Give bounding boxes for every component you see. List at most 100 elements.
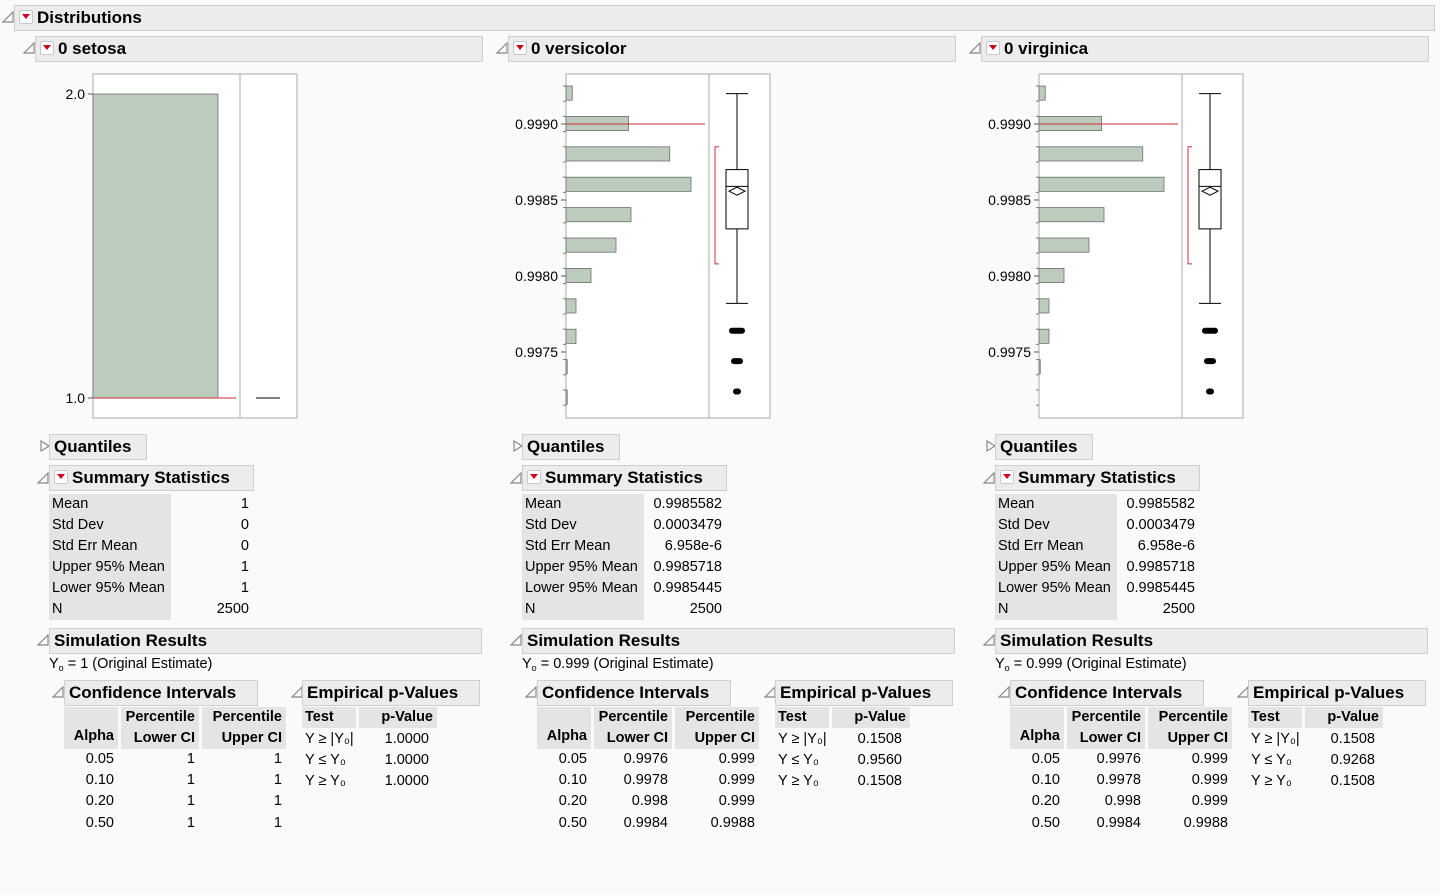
ci-lower: 1 — [186, 815, 195, 831]
ci-header-alpha: Alpha — [1010, 707, 1064, 749]
panel-title-header[interactable]: 0 setosa — [35, 36, 483, 62]
expand-triangle-icon[interactable] — [39, 440, 51, 452]
confidence-intervals-table: Alpha Percentile Lower CI Percentile Upper… — [64, 707, 286, 837]
axis-tick-label: 0.9975 — [988, 344, 1031, 360]
collapse-triangle-icon[interactable] — [983, 634, 995, 646]
stat-label: Std Err Mean — [995, 536, 1117, 557]
boxplot-mean-diamond — [1200, 186, 1220, 196]
ci-lower: 0.9976 — [1096, 751, 1141, 767]
collapse-triangle-icon[interactable] — [998, 686, 1010, 698]
red-triangle-menu-icon[interactable] — [54, 470, 68, 484]
summary-row: N 2500 — [49, 599, 249, 620]
collapse-triangle-icon[interactable] — [969, 42, 981, 54]
confidence-intervals-header[interactable]: Confidence Intervals — [64, 680, 258, 706]
pv-header-test: Test — [302, 707, 356, 728]
collapse-triangle-icon[interactable] — [52, 686, 64, 698]
confidence-intervals-header[interactable]: Confidence Intervals — [1010, 680, 1204, 706]
summary-statistics-header[interactable]: Summary Statistics — [995, 465, 1200, 491]
collapse-triangle-icon[interactable] — [510, 472, 522, 484]
empirical-p-values-header[interactable]: Empirical p-Values — [1248, 680, 1426, 706]
ci-lower: 0.9976 — [623, 751, 668, 767]
ci-lower: 1 — [186, 772, 195, 788]
collapse-triangle-icon[interactable] — [510, 634, 522, 646]
y0-subscript: o — [58, 663, 64, 673]
stat-label: Upper 95% Mean — [49, 557, 171, 578]
red-triangle-menu-icon[interactable] — [986, 41, 1000, 55]
simulation-results-header[interactable]: Simulation Results — [522, 628, 955, 654]
pv-test: Y ≤ Y₀ — [778, 752, 819, 768]
original-estimate-value: = 1 (Original Estimate) — [63, 656, 213, 672]
empirical-p-values-header[interactable]: Empirical p-Values — [302, 680, 480, 706]
confidence-intervals-label: Confidence Intervals — [69, 683, 237, 702]
collapse-triangle-icon[interactable] — [37, 472, 49, 484]
panel-title-header[interactable]: 0 virginica — [981, 36, 1429, 62]
panel-title-header[interactable]: 0 versicolor — [508, 36, 956, 62]
quantiles-label: Quantiles — [1000, 437, 1078, 456]
red-triangle-menu-icon[interactable] — [1000, 470, 1014, 484]
histogram-boxplot-chart: 0.9990 0.9985 0.9980 0.9975 — [988, 73, 1244, 419]
collapse-triangle-icon[interactable] — [37, 634, 49, 646]
distributions-title: Distributions — [37, 8, 142, 27]
summary-row: Mean 0.9985582 — [995, 494, 1195, 515]
summary-row: Std Dev 0.0003479 — [522, 515, 722, 536]
confidence-intervals-header[interactable]: Confidence Intervals — [537, 680, 731, 706]
summary-row: Upper 95% Mean 0.9985718 — [995, 557, 1195, 578]
boxplot-box — [725, 169, 749, 230]
ci-header-lower: Percentile Lower CI — [594, 707, 672, 749]
stat-value: 0.9985718 — [653, 559, 722, 575]
outlier-point — [1204, 358, 1216, 365]
distributions-header[interactable]: Distributions — [14, 5, 1435, 31]
stat-label: Std Err Mean — [522, 536, 644, 557]
expand-triangle-icon[interactable] — [512, 440, 524, 452]
stat-label: N — [49, 599, 171, 620]
pv-test: Y ≥ |Y₀| — [305, 731, 354, 747]
axis-tick-label: 0.9980 — [515, 268, 558, 284]
histogram-bar — [1038, 207, 1105, 223]
collapse-triangle-icon[interactable] — [23, 42, 35, 54]
red-triangle-menu-icon[interactable] — [40, 41, 54, 55]
quantiles-label: Quantiles — [527, 437, 605, 456]
summary-row: N 2500 — [522, 599, 722, 620]
simulation-results-header[interactable]: Simulation Results — [49, 628, 482, 654]
stat-value: 2500 — [689, 601, 722, 617]
histogram-bar — [565, 359, 568, 375]
simulation-results-header[interactable]: Simulation Results — [995, 628, 1428, 654]
red-triangle-menu-icon[interactable] — [513, 41, 527, 55]
stat-value: 0.9985582 — [653, 496, 722, 512]
pv-value: 0.1508 — [857, 731, 902, 747]
stat-value: 6.958e-6 — [664, 538, 722, 554]
collapse-triangle-icon[interactable] — [983, 472, 995, 484]
panel-setosa: 0 setosa 2.0 1.0 Quantiles Summary Statis… — [15, 0, 485, 895]
ci-alpha: 0.10 — [85, 772, 114, 788]
stat-label: Lower 95% Mean — [995, 578, 1117, 599]
panel-title: 0 virginica — [1004, 39, 1089, 58]
original-estimate-text: Yo = 0.999 (Original Estimate) — [995, 656, 1187, 673]
histogram-bar — [565, 267, 592, 283]
original-estimate-value: = 0.999 (Original Estimate) — [536, 656, 714, 672]
histogram-bar — [1038, 237, 1090, 253]
axis-tick-label: 0.9975 — [515, 344, 558, 360]
collapse-triangle-icon[interactable] — [496, 42, 508, 54]
stat-value: 1 — [240, 559, 249, 575]
ci-upper: 1 — [273, 772, 282, 788]
ci-alpha: 0.20 — [85, 793, 114, 809]
red-triangle-menu-icon[interactable] — [527, 470, 541, 484]
boxplot-mean-diamond — [727, 186, 747, 196]
red-triangle-menu-icon[interactable] — [19, 10, 33, 24]
quantiles-header[interactable]: Quantiles — [49, 434, 147, 460]
collapse-triangle-icon[interactable] — [525, 686, 537, 698]
quantiles-header[interactable]: Quantiles — [995, 434, 1093, 460]
empirical-p-values-header[interactable]: Empirical p-Values — [775, 680, 953, 706]
summary-statistics-header[interactable]: Summary Statistics — [522, 465, 727, 491]
ci-upper: 1 — [273, 815, 282, 831]
ci-upper: 1 — [273, 793, 282, 809]
histogram-bar — [1038, 298, 1050, 314]
pv-header-pvalue: p-Value — [832, 707, 910, 728]
quantiles-header[interactable]: Quantiles — [522, 434, 620, 460]
expand-triangle-icon[interactable] — [985, 440, 997, 452]
stat-value: 0 — [240, 517, 249, 533]
histogram-boxplot-chart: 0.9990 0.9985 0.9980 0.9975 — [515, 73, 771, 419]
collapse-triangle-icon[interactable] — [2, 11, 14, 23]
summary-statistics-header[interactable]: Summary Statistics — [49, 465, 254, 491]
summary-row: Std Dev 0 — [49, 515, 249, 536]
